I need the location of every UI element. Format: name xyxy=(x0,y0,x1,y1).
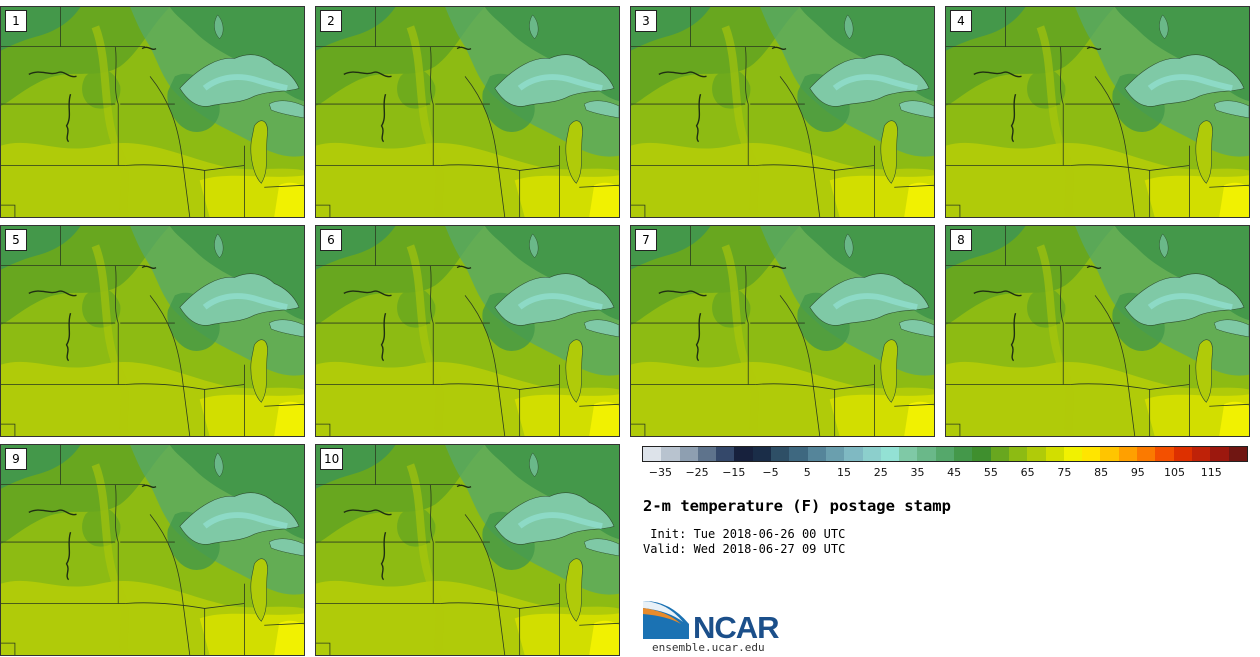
colorbar-cell xyxy=(661,447,680,461)
member-number: 4 xyxy=(950,10,972,32)
colorbar-cell xyxy=(1228,447,1247,461)
member-panel-5: 5 xyxy=(0,225,305,437)
colorbar-cell xyxy=(1082,447,1101,461)
colorbar-tick-label: 35 xyxy=(910,466,925,479)
ncar-logo: NCAR xyxy=(641,598,791,646)
colorbar-cell xyxy=(862,447,881,461)
colorbar-cell xyxy=(1210,447,1229,461)
logo-url: ensemble.ucar.edu xyxy=(652,641,765,654)
colorbar-cell xyxy=(990,447,1009,461)
colorbar-cell xyxy=(1155,447,1174,461)
member-number: 8 xyxy=(950,229,972,251)
temperature-colorbar xyxy=(642,446,1248,462)
member-panel-7: 7 xyxy=(630,225,935,437)
colorbar-tick-labels: −35 −25 −15 −5 5 15 25 35 45 55 65 75 85 95 105 115 xyxy=(642,466,1248,480)
member-panel-3: 3 xyxy=(630,6,935,218)
plot-title: 2-m temperature (F) postage stamp xyxy=(643,497,951,515)
colorbar-cell xyxy=(899,447,918,461)
colorbar-tick-label: 15 xyxy=(837,466,851,479)
colorbar-tick-label: 105 xyxy=(1164,466,1186,479)
member-number: 3 xyxy=(635,10,657,32)
ncar-logo-text: NCAR xyxy=(693,610,779,642)
colorbar-tick-label: 75 xyxy=(1057,466,1072,479)
colorbar-tick-label: 95 xyxy=(1130,466,1145,479)
colorbar-tick-label: 5 xyxy=(803,466,811,479)
colorbar-tick-label: 55 xyxy=(983,466,998,479)
member-number: 6 xyxy=(320,229,342,251)
colorbar-cell xyxy=(716,447,735,461)
colorbar-cell xyxy=(789,447,808,461)
colorbar-tick-label: 45 xyxy=(947,466,962,479)
member-number: 5 xyxy=(5,229,27,251)
colorbar-tick-label: −25 xyxy=(685,466,709,479)
member-panel-6: 6 xyxy=(315,225,620,437)
colorbar-cell xyxy=(1008,447,1028,461)
colorbar-cell xyxy=(643,447,662,461)
colorbar-cell xyxy=(880,447,900,461)
colorbar-cell xyxy=(1063,447,1083,461)
colorbar-cell xyxy=(954,447,973,461)
colorbar-cell xyxy=(697,447,717,461)
member-number: 7 xyxy=(635,229,657,251)
member-number: 9 xyxy=(5,448,27,470)
member-number: 2 xyxy=(320,10,342,32)
colorbar-cell xyxy=(917,447,936,461)
colorbar-cell xyxy=(1100,447,1119,461)
colorbar-cell xyxy=(734,447,753,461)
valid-time: Valid: Wed 2018-06-27 09 UTC xyxy=(643,542,846,556)
colorbar-cell xyxy=(1137,447,1156,461)
member-panel-1: 1 xyxy=(0,6,305,218)
colorbar-cell xyxy=(807,447,826,461)
colorbar-cell xyxy=(679,447,698,461)
colorbar-cell xyxy=(1045,447,1064,461)
colorbar-cell xyxy=(771,447,790,461)
member-panel-2: 2 xyxy=(315,6,620,218)
colorbar-cell xyxy=(1118,447,1138,461)
colorbar-cell xyxy=(1191,447,1211,461)
colorbar-cell xyxy=(935,447,955,461)
colorbar-cell xyxy=(1027,447,1046,461)
member-panel-10: 10 xyxy=(315,444,620,656)
colorbar-cell xyxy=(752,447,772,461)
colorbar-cell xyxy=(1173,447,1192,461)
colorbar-cell xyxy=(844,447,863,461)
init-time: Init: Tue 2018-06-26 00 UTC xyxy=(643,527,846,541)
colorbar-tick-label: −35 xyxy=(648,466,672,479)
colorbar-tick-label: 65 xyxy=(1020,466,1035,479)
member-panel-8: 8 xyxy=(945,225,1250,437)
colorbar-tick-label: 25 xyxy=(873,466,888,479)
member-number: 10 xyxy=(320,448,344,470)
colorbar-tick-label: 115 xyxy=(1200,466,1222,479)
colorbar-cell xyxy=(825,447,845,461)
colorbar-tick-label: 85 xyxy=(1094,466,1109,479)
colorbar-tick-label: −15 xyxy=(722,466,746,479)
member-panel-4: 4 xyxy=(945,6,1250,218)
member-panel-9: 9 xyxy=(0,444,305,656)
member-number: 1 xyxy=(5,10,27,32)
colorbar-cell xyxy=(972,447,991,461)
colorbar-tick-label: −5 xyxy=(762,466,779,479)
